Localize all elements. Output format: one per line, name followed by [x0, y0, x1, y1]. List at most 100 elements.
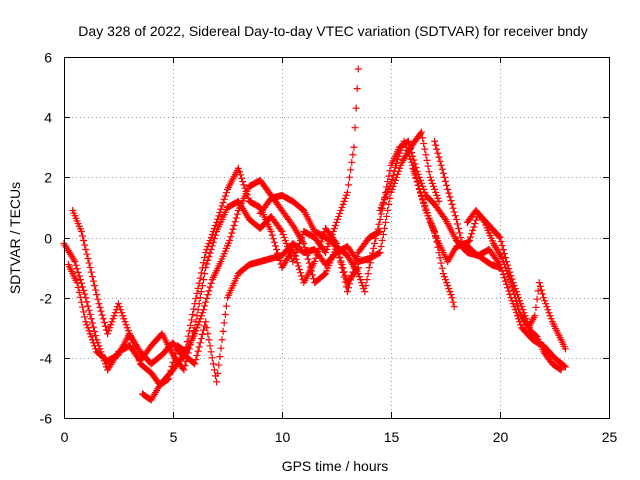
- data-point: [99, 315, 107, 323]
- data-point: [117, 306, 125, 314]
- data-point: [376, 249, 384, 257]
- data-point: [500, 250, 508, 258]
- data-point: [268, 231, 276, 239]
- data-point: [428, 179, 436, 187]
- data-point: [501, 277, 509, 285]
- data-point: [371, 240, 379, 248]
- data-point: [81, 290, 89, 298]
- data-point: [385, 200, 393, 208]
- data-point: [561, 363, 569, 371]
- data-point: [297, 269, 305, 277]
- data-point: [439, 270, 447, 278]
- data-point: [202, 249, 210, 257]
- data-point: [205, 240, 213, 248]
- data-point: [339, 264, 347, 272]
- data-point: [391, 163, 399, 171]
- data-point: [344, 284, 352, 292]
- data-point: [434, 194, 442, 202]
- data-point: [340, 197, 348, 205]
- data-point: [131, 345, 139, 353]
- data-point: [120, 315, 128, 323]
- data-point: [104, 330, 112, 338]
- data-point: [86, 311, 94, 319]
- data-point: [337, 257, 345, 265]
- data-point: [205, 287, 213, 295]
- data-point: [445, 285, 453, 293]
- data-point: [206, 283, 214, 291]
- data-point: [375, 220, 383, 228]
- data-point: [217, 205, 225, 213]
- data-point: [546, 312, 554, 320]
- data-point: [205, 253, 213, 261]
- data-point: [239, 178, 247, 186]
- data-point: [189, 311, 197, 319]
- data-point: [316, 241, 324, 249]
- data-point: [501, 254, 509, 262]
- data-point: [220, 319, 228, 327]
- data-point: [498, 242, 506, 250]
- data-point: [540, 294, 548, 302]
- data-point: [206, 237, 214, 245]
- data-point: [210, 224, 218, 232]
- data-point: [378, 237, 386, 245]
- data-point: [385, 172, 393, 180]
- data-point: [304, 255, 312, 263]
- data-point: [365, 264, 373, 272]
- data-point: [339, 200, 347, 208]
- data-point: [204, 243, 212, 251]
- data-point: [504, 270, 512, 278]
- data-point: [269, 235, 277, 243]
- data-point: [305, 259, 313, 267]
- y-axis-label: SDTVAR / TECUs: [7, 182, 23, 294]
- data-point: [532, 303, 540, 311]
- data-point: [505, 287, 513, 295]
- data-point: [513, 301, 521, 309]
- data-point: [193, 351, 201, 359]
- data-point: [115, 300, 122, 308]
- data-point: [132, 348, 140, 356]
- data-point: [73, 265, 81, 273]
- data-point: [423, 208, 431, 216]
- data-point: [71, 258, 79, 266]
- data-point: [334, 215, 342, 223]
- data-point: [201, 254, 209, 262]
- data-point: [437, 161, 445, 169]
- data-point: [395, 152, 403, 160]
- data-point: [191, 300, 199, 308]
- data-point: [294, 262, 302, 270]
- data-point: [204, 291, 212, 299]
- data-point: [407, 145, 415, 153]
- data-point: [216, 353, 224, 361]
- data-point: [193, 289, 201, 297]
- data-point: [85, 327, 93, 335]
- data-point: [218, 336, 226, 344]
- data-point: [323, 246, 331, 254]
- data-point: [77, 227, 85, 235]
- data-point: [347, 166, 355, 174]
- y-tick-label: 2: [44, 170, 52, 186]
- data-point: [506, 276, 514, 284]
- data-point: [215, 212, 223, 220]
- data-point: [401, 140, 409, 148]
- data-point: [539, 290, 547, 298]
- data-point: [213, 378, 221, 386]
- data-point: [534, 287, 542, 295]
- data-point: [87, 333, 95, 341]
- data-point: [324, 243, 332, 251]
- data-point: [212, 221, 220, 229]
- data-point: [409, 164, 417, 172]
- data-point: [448, 200, 456, 208]
- data-point: [420, 139, 428, 147]
- data-point: [270, 238, 278, 246]
- data-point: [358, 279, 366, 287]
- data-point: [469, 226, 477, 234]
- data-point: [541, 297, 549, 305]
- data-point: [190, 305, 198, 313]
- data-point: [79, 283, 87, 291]
- data-point: [200, 259, 208, 267]
- data-point: [342, 191, 350, 199]
- data-point: [96, 303, 104, 311]
- data-point: [425, 168, 433, 176]
- data-point: [394, 155, 402, 163]
- data-point: [226, 237, 234, 245]
